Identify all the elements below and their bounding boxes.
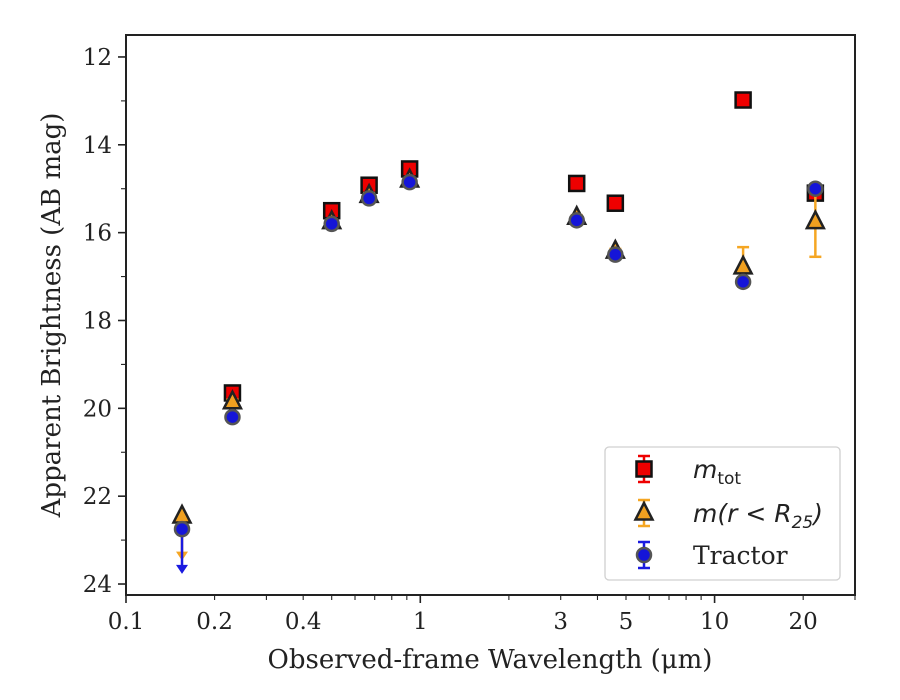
- legend-label: mtot: [693, 455, 741, 489]
- y-tick-label: 24: [83, 572, 112, 598]
- data-point: [607, 246, 624, 263]
- data-point: [401, 173, 418, 191]
- data-point: [173, 520, 191, 538]
- legend-label: m(r < R25): [693, 499, 823, 533]
- x-tick-label: 10: [700, 609, 729, 635]
- data-point: [734, 91, 752, 109]
- x-axis-title: Observed-frame Wavelength (μm): [268, 645, 713, 675]
- plot-frame: [125, 34, 856, 596]
- series-0: [223, 91, 825, 402]
- x-tick-label: 0.2: [196, 609, 233, 635]
- y-tick-label: 22: [83, 484, 112, 510]
- legend-box: [604, 446, 841, 581]
- data-point: [224, 408, 241, 426]
- data-point: [323, 215, 340, 233]
- series-2: [173, 173, 824, 574]
- data-point: [606, 194, 625, 212]
- y-tick-label: 20: [83, 396, 112, 422]
- data-point: [804, 208, 826, 230]
- data-point: [568, 212, 585, 229]
- x-axis: 0.1 0.2 0.4 1 3 5 10 20: [108, 595, 856, 635]
- x-tick-label: 5: [619, 609, 634, 635]
- data-point: [732, 254, 754, 275]
- y-axis: 12 14 16 18 20 22 24: [83, 45, 126, 598]
- data-point: [171, 503, 193, 524]
- data-point: [360, 190, 378, 207]
- upper-limit-arrow: [176, 564, 189, 574]
- x-tick-label: 1: [413, 609, 428, 635]
- y-tick-label: 12: [83, 45, 112, 71]
- data-point: [807, 180, 824, 197]
- x-tick-label: 0.4: [285, 609, 322, 635]
- plot-marks: [171, 91, 826, 574]
- x-tick-label: 0.1: [108, 609, 145, 635]
- legend-marker: [633, 500, 655, 521]
- x-tick-label: 3: [553, 609, 568, 635]
- y-tick-label: 16: [83, 221, 112, 247]
- legend-marker: [635, 546, 653, 564]
- data-point: [734, 273, 752, 291]
- x-tick-label: 20: [789, 609, 818, 635]
- y-tick-label: 18: [83, 308, 112, 334]
- legend: mtot m(r < R25) Tractor: [604, 446, 841, 581]
- data-point: [567, 174, 586, 193]
- y-axis-title: Apparent Brightness (AB mag): [37, 113, 67, 519]
- legend-label: Tractor: [693, 541, 788, 570]
- legend-marker: [635, 460, 653, 478]
- y-tick-label: 14: [83, 133, 112, 159]
- data-point: [221, 389, 244, 410]
